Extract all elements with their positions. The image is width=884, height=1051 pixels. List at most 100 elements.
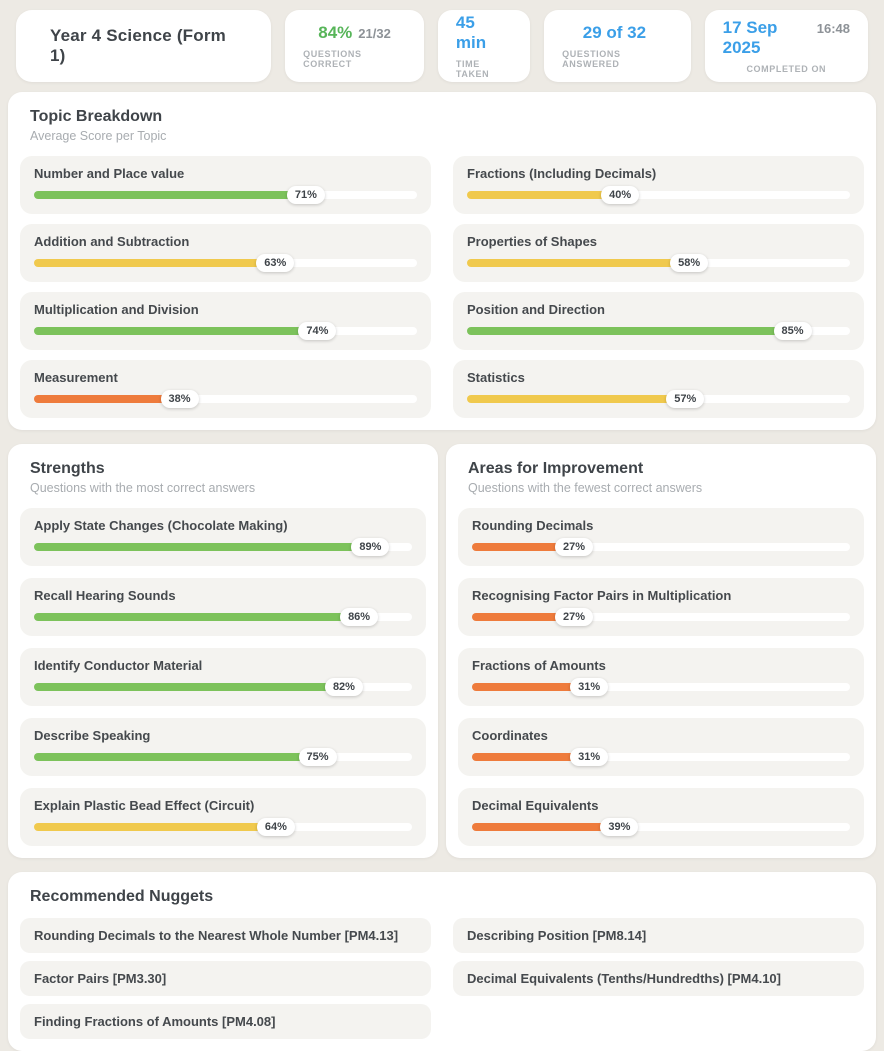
- stat-value-row: 84% 21/32: [318, 23, 391, 43]
- progress-fill: [472, 613, 575, 621]
- progress-track: 86%: [34, 608, 412, 626]
- progress-track: 71%: [34, 186, 417, 204]
- progress-value-pill: 40%: [601, 186, 640, 204]
- progress-track: 74%: [34, 322, 417, 340]
- progress-fill: [34, 613, 360, 621]
- progress-value-pill: 57%: [666, 390, 705, 408]
- section-title-topic-breakdown: Topic Breakdown: [30, 108, 163, 125]
- progress-fill: [467, 395, 686, 403]
- progress-track: 89%: [34, 538, 412, 556]
- stat-value: 29 of 32: [582, 23, 647, 42]
- stat-label: QUESTIONS CORRECT: [303, 49, 362, 69]
- progress-row-label: Addition and Subtraction: [34, 234, 190, 249]
- progress-row: Addition and Subtraction 63%: [20, 224, 431, 282]
- stat-value-row: 45 min: [456, 13, 512, 53]
- progress-track: 82%: [34, 678, 412, 696]
- progress-row-label: Recall Hearing Sounds: [34, 588, 176, 603]
- progress-value-pill: 63%: [256, 254, 295, 272]
- progress-row: Statistics 57%: [453, 360, 864, 418]
- stat-value: 45 min: [455, 13, 487, 52]
- progress-track: 58%: [467, 254, 850, 272]
- progress-row: Identify Conductor Material 82%: [20, 648, 426, 706]
- topic-list: Number and Place value 71% Addition and …: [20, 156, 864, 418]
- progress-value-pill: 89%: [351, 538, 390, 556]
- stat-value-row: 29 of 32: [583, 23, 652, 43]
- progress-value-pill: 75%: [298, 748, 337, 766]
- progress-value-pill: 58%: [670, 254, 709, 272]
- recommended-nuggets-card: Recommended Nuggets Rounding Decimals to…: [8, 872, 876, 1051]
- progress-value-pill: 31%: [570, 678, 609, 696]
- progress-value-pill: 39%: [600, 818, 639, 836]
- progress-row: Recognising Factor Pairs in Multiplicati…: [458, 578, 864, 636]
- assessment-title: Year 4 Science (Form 1): [50, 26, 226, 65]
- progress-row-label: Explain Plastic Bead Effect (Circuit): [34, 798, 255, 813]
- progress-row: Decimal Equivalents 39%: [458, 788, 864, 846]
- progress-row: Number and Place value 71%: [20, 156, 431, 214]
- section-title-nuggets: Recommended Nuggets: [30, 888, 214, 905]
- progress-value-pill: 27%: [555, 538, 594, 556]
- nugget-label: Decimal Equivalents (Tenths/Hundredths) …: [467, 971, 781, 986]
- progress-row-label: Statistics: [467, 370, 525, 385]
- nugget-label: Factor Pairs [PM3.30]: [34, 971, 167, 986]
- stat-cards: 84% 21/32 QUESTIONS CORRECT 45 min TIME …: [285, 10, 868, 82]
- nugget-label: Describing Position [PM8.14]: [467, 928, 647, 943]
- section-subtitle-topic-breakdown: Average Score per Topic: [30, 129, 167, 143]
- strengths-list: Apply State Changes (Chocolate Making) 8…: [20, 508, 426, 846]
- progress-row: Position and Direction 85%: [453, 292, 864, 350]
- progress-fill: [472, 543, 575, 551]
- progress-fill: [34, 753, 318, 761]
- progress-fill: [472, 753, 590, 761]
- progress-fill: [467, 259, 690, 267]
- progress-row-label: Identify Conductor Material: [34, 658, 203, 673]
- progress-value-pill: 27%: [555, 608, 594, 626]
- stat-card: 84% 21/32 QUESTIONS CORRECT: [285, 10, 424, 82]
- stat-value-row: 17 Sep 2025 16:48: [723, 18, 850, 58]
- progress-value-pill: 38%: [160, 390, 199, 408]
- progress-track: 27%: [472, 538, 850, 556]
- nugget-list: Rounding Decimals to the Nearest Whole N…: [20, 918, 864, 1039]
- progress-row: Properties of Shapes 58%: [453, 224, 864, 282]
- progress-row: Explain Plastic Bead Effect (Circuit) 64…: [20, 788, 426, 846]
- progress-row-label: Measurement: [34, 370, 118, 385]
- progress-track: 31%: [472, 678, 850, 696]
- progress-row-label: Multiplication and Division: [34, 302, 199, 317]
- stat-extra-value: 21/32: [358, 26, 391, 41]
- progress-fill: [34, 683, 344, 691]
- section-title-improvements: Areas for Improvement: [468, 460, 644, 477]
- assessment-title-card: Year 4 Science (Form 1): [16, 10, 272, 82]
- progress-fill: [472, 823, 620, 831]
- progress-row: Multiplication and Division 74%: [20, 292, 431, 350]
- progress-row-label: Properties of Shapes: [467, 234, 598, 249]
- strengths-card: Strengths Questions with the most correc…: [8, 444, 438, 858]
- progress-row: Coordinates 31%: [458, 718, 864, 776]
- stat-value: 17 Sep 2025: [722, 18, 778, 57]
- progress-row: Apply State Changes (Chocolate Making) 8…: [20, 508, 426, 566]
- progress-row: Fractions of Amounts 31%: [458, 648, 864, 706]
- progress-row: Fractions (Including Decimals) 40%: [453, 156, 864, 214]
- progress-track: 31%: [472, 748, 850, 766]
- nugget-item[interactable]: Describing Position [PM8.14]: [453, 918, 864, 953]
- nugget-item[interactable]: Rounding Decimals to the Nearest Whole N…: [20, 918, 431, 953]
- strengths-improvements-row: Strengths Questions with the most correc…: [8, 444, 876, 858]
- stat-card: 17 Sep 2025 16:48 COMPLETED ON: [704, 10, 868, 82]
- nugget-label: Rounding Decimals to the Nearest Whole N…: [34, 928, 399, 943]
- progress-track: 38%: [34, 390, 417, 408]
- progress-fill: [34, 327, 318, 335]
- progress-row: Measurement 38%: [20, 360, 431, 418]
- stat-card: 45 min TIME TAKEN: [437, 10, 531, 82]
- progress-track: 27%: [472, 608, 850, 626]
- stat-label: COMPLETED ON: [746, 64, 827, 74]
- progress-fill: [34, 191, 306, 199]
- nugget-item[interactable]: Decimal Equivalents (Tenths/Hundredths) …: [453, 961, 864, 996]
- progress-track: 64%: [34, 818, 412, 836]
- assessment-report-page: Year 4 Science (Form 1) 84% 21/32 QUESTI…: [8, 10, 876, 1051]
- progress-row-label: Apply State Changes (Chocolate Making): [34, 518, 288, 533]
- progress-fill: [467, 191, 621, 199]
- progress-row-label: Number and Place value: [34, 166, 185, 181]
- stat-label: QUESTIONS ANSWERED: [562, 49, 621, 69]
- progress-fill: [34, 543, 371, 551]
- progress-track: 85%: [467, 322, 850, 340]
- progress-row-label: Recognising Factor Pairs in Multiplicati…: [472, 588, 732, 603]
- nugget-item[interactable]: Finding Fractions of Amounts [PM4.08]: [20, 1004, 431, 1039]
- nugget-item[interactable]: Factor Pairs [PM3.30]: [20, 961, 431, 996]
